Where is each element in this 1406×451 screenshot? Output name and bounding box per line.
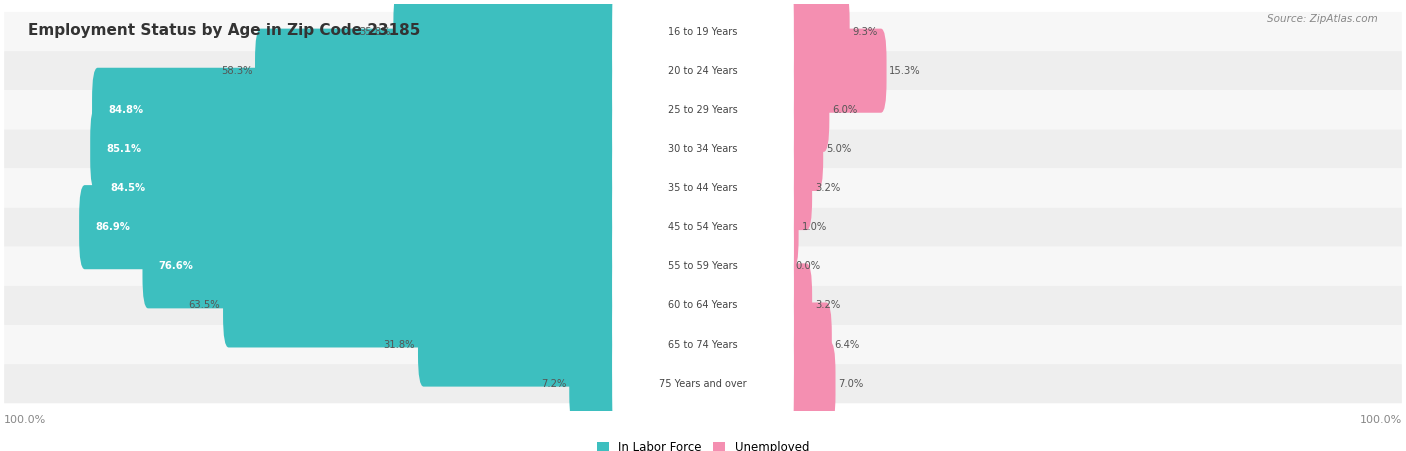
Text: 31.8%: 31.8% xyxy=(384,340,415,350)
Text: Employment Status by Age in Zip Code 23185: Employment Status by Age in Zip Code 231… xyxy=(28,23,420,37)
Text: 9.3%: 9.3% xyxy=(852,27,877,37)
FancyBboxPatch shape xyxy=(612,78,794,220)
Text: 6.0%: 6.0% xyxy=(832,105,858,115)
Text: 16 to 19 Years: 16 to 19 Years xyxy=(668,27,738,37)
Text: 75 Years and over: 75 Years and over xyxy=(659,379,747,389)
FancyBboxPatch shape xyxy=(612,274,794,415)
Text: 76.6%: 76.6% xyxy=(159,261,194,272)
Text: 60 to 64 Years: 60 to 64 Years xyxy=(668,300,738,310)
Text: 35 to 44 Years: 35 to 44 Years xyxy=(668,183,738,193)
FancyBboxPatch shape xyxy=(91,68,624,152)
Text: 100.0%: 100.0% xyxy=(1360,415,1402,425)
Text: 20 to 24 Years: 20 to 24 Years xyxy=(668,66,738,76)
FancyBboxPatch shape xyxy=(782,263,813,347)
FancyBboxPatch shape xyxy=(612,235,794,377)
FancyBboxPatch shape xyxy=(782,0,849,74)
FancyBboxPatch shape xyxy=(94,146,624,230)
FancyBboxPatch shape xyxy=(4,12,1402,51)
Text: 6.4%: 6.4% xyxy=(835,340,860,350)
FancyBboxPatch shape xyxy=(4,364,1402,403)
FancyBboxPatch shape xyxy=(782,146,813,230)
Text: 63.5%: 63.5% xyxy=(188,300,221,310)
FancyBboxPatch shape xyxy=(142,224,624,308)
Text: 45 to 54 Years: 45 to 54 Years xyxy=(668,222,738,232)
Text: 25 to 29 Years: 25 to 29 Years xyxy=(668,105,738,115)
Text: 100.0%: 100.0% xyxy=(4,415,46,425)
Text: 5.0%: 5.0% xyxy=(825,144,851,154)
FancyBboxPatch shape xyxy=(782,68,830,152)
FancyBboxPatch shape xyxy=(569,341,624,426)
FancyBboxPatch shape xyxy=(612,0,794,102)
Text: 1.0%: 1.0% xyxy=(801,222,827,232)
FancyBboxPatch shape xyxy=(4,129,1402,169)
FancyBboxPatch shape xyxy=(782,28,887,113)
FancyBboxPatch shape xyxy=(394,0,624,74)
FancyBboxPatch shape xyxy=(4,169,1402,207)
Text: 85.1%: 85.1% xyxy=(107,144,142,154)
FancyBboxPatch shape xyxy=(4,286,1402,325)
Text: 0.0%: 0.0% xyxy=(796,261,820,272)
Text: 55 to 59 Years: 55 to 59 Years xyxy=(668,261,738,272)
FancyBboxPatch shape xyxy=(254,28,624,113)
Text: 3.2%: 3.2% xyxy=(815,183,841,193)
Text: 65 to 74 Years: 65 to 74 Years xyxy=(668,340,738,350)
FancyBboxPatch shape xyxy=(612,313,794,451)
FancyBboxPatch shape xyxy=(782,224,793,308)
FancyBboxPatch shape xyxy=(79,185,624,269)
Text: 30 to 34 Years: 30 to 34 Years xyxy=(668,144,738,154)
FancyBboxPatch shape xyxy=(612,117,794,259)
FancyBboxPatch shape xyxy=(418,303,624,387)
Text: 84.5%: 84.5% xyxy=(110,183,145,193)
Text: 15.3%: 15.3% xyxy=(890,66,921,76)
Text: 84.8%: 84.8% xyxy=(108,105,143,115)
FancyBboxPatch shape xyxy=(612,0,794,142)
Text: 7.2%: 7.2% xyxy=(541,379,567,389)
FancyBboxPatch shape xyxy=(782,341,835,426)
FancyBboxPatch shape xyxy=(782,185,799,269)
Text: 3.2%: 3.2% xyxy=(815,300,841,310)
FancyBboxPatch shape xyxy=(612,156,794,298)
FancyBboxPatch shape xyxy=(4,207,1402,247)
Text: Source: ZipAtlas.com: Source: ZipAtlas.com xyxy=(1267,14,1378,23)
Text: 86.9%: 86.9% xyxy=(96,222,131,232)
FancyBboxPatch shape xyxy=(4,247,1402,286)
FancyBboxPatch shape xyxy=(4,325,1402,364)
FancyBboxPatch shape xyxy=(612,195,794,337)
FancyBboxPatch shape xyxy=(612,39,794,181)
Legend: In Labor Force, Unemployed: In Labor Force, Unemployed xyxy=(598,441,808,451)
Text: 35.8%: 35.8% xyxy=(359,27,391,37)
Text: 7.0%: 7.0% xyxy=(838,379,863,389)
FancyBboxPatch shape xyxy=(4,51,1402,90)
FancyBboxPatch shape xyxy=(782,303,832,387)
FancyBboxPatch shape xyxy=(90,107,624,191)
FancyBboxPatch shape xyxy=(4,90,1402,129)
Text: 58.3%: 58.3% xyxy=(221,66,252,76)
FancyBboxPatch shape xyxy=(224,263,624,347)
FancyBboxPatch shape xyxy=(782,107,823,191)
